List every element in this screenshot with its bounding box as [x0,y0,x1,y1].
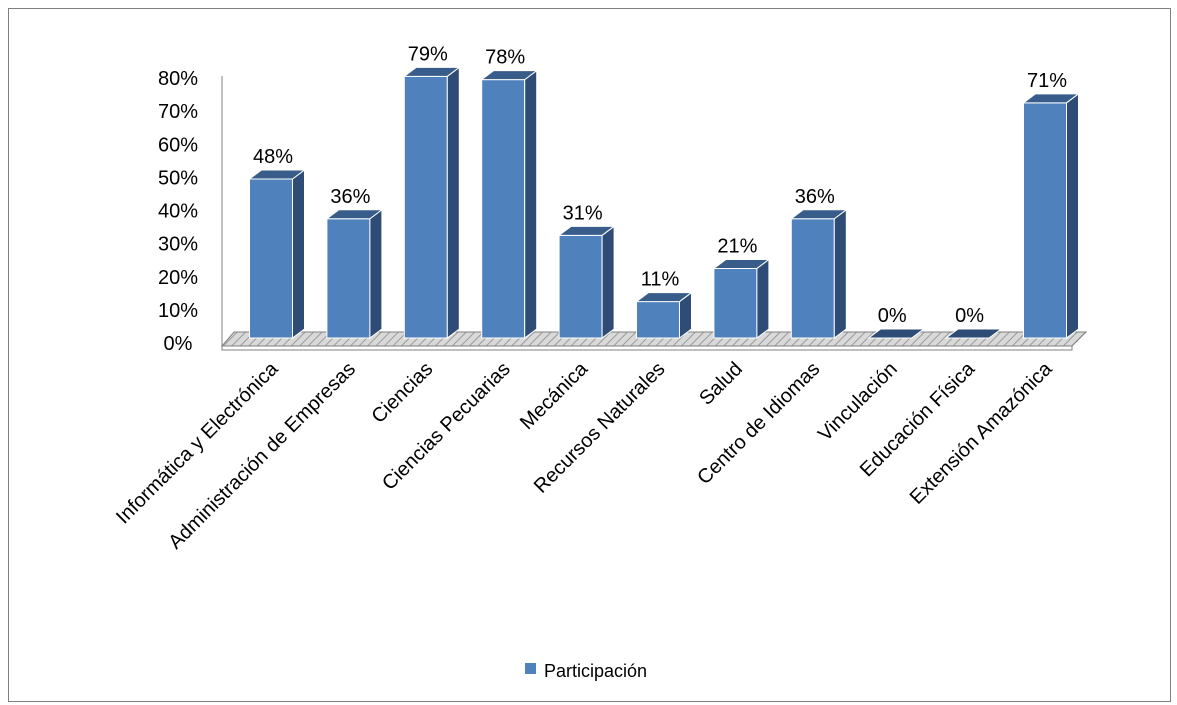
y-tick-label: 0% [164,333,193,355]
y-tick-label: 50% [158,167,198,189]
bar-front [250,179,293,338]
data-label: 36% [795,186,835,208]
y-tick-label: 60% [158,134,198,156]
bar [327,210,382,338]
x-tick-label: Informática y Electrónica [112,357,283,528]
data-label: 36% [330,186,370,208]
bar-side [447,67,459,338]
bar [637,293,692,338]
legend: Participación [525,661,647,681]
bar-front [637,302,680,338]
bar-side [757,259,769,338]
y-tick-label: 70% [158,101,198,123]
x-tick-label: Salud [695,358,747,410]
x-tick-label: Extensión Amazónica [906,357,1057,508]
bar-side [525,71,537,338]
bar [714,259,769,338]
data-label: 48% [253,146,293,168]
bar [1024,94,1079,338]
data-label: 78% [485,47,525,69]
bar-front [482,80,525,338]
bar [250,170,305,338]
bar-side [834,210,846,338]
bar-side [602,226,614,338]
bar-front [791,219,834,338]
bar-side [1067,94,1079,338]
bar [404,67,459,338]
legend-swatch [525,663,536,674]
bars [250,67,1079,338]
data-label: 0% [878,305,907,327]
x-axis-category-labels: Informática y ElectrónicaAdministración … [112,357,1057,553]
x-tick-label: Recursos Naturales [530,358,670,498]
data-label: 31% [563,202,603,224]
bar-front [1024,103,1067,338]
y-tick-label: 10% [158,300,198,322]
bar-front [559,235,602,338]
y-tick-label: 30% [158,234,198,256]
bar-front [404,76,447,338]
data-label: 11% [641,269,680,291]
data-label: 21% [717,235,757,257]
bar [559,226,614,338]
bar-side [370,210,382,338]
y-tick-label: 80% [158,68,198,90]
x-tick-label: Mecánica [516,357,593,434]
bar [791,210,846,338]
y-tick-label: 20% [158,267,198,289]
floor-edge [222,346,1072,350]
x-tick-label: Ciencias Pecuarias [378,358,515,495]
x-tick-label: Ciencias [368,358,438,428]
y-tick-label: 40% [158,201,198,223]
bar [482,71,537,338]
y-axis: 0% 10% 20% 30% 40% 50% 60% 70% 80% [158,68,222,355]
data-label: 79% [408,43,448,65]
data-label: 0% [955,305,984,327]
data-label: 71% [1027,70,1067,92]
bar-front [714,268,757,338]
legend-label: Participación [544,661,647,681]
bar-side [293,170,305,338]
bar-front [327,219,370,338]
